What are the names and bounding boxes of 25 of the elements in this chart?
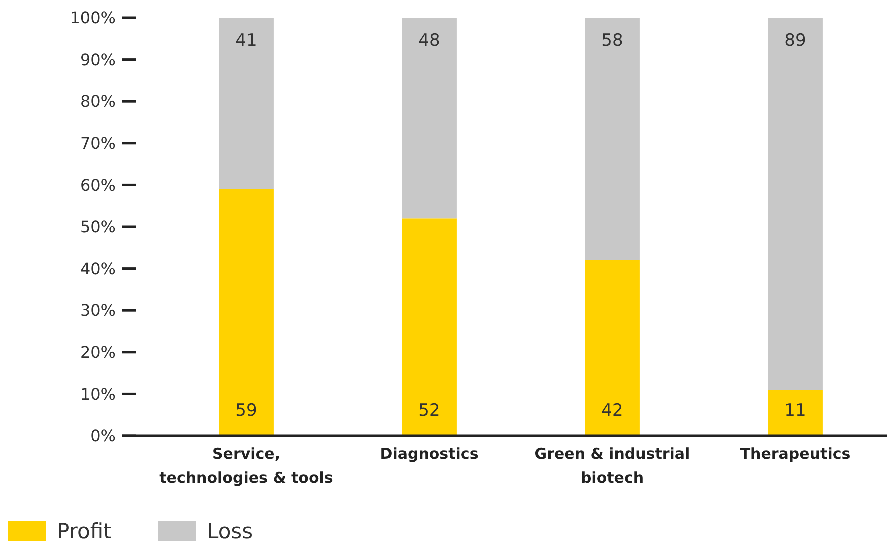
data-label: 41 <box>236 31 258 51</box>
data-label: 52 <box>418 401 440 421</box>
y-tick-label: 90% <box>80 50 116 70</box>
x-tick-label: Service, technologies & tools <box>160 445 334 487</box>
y-tick-label: 100% <box>70 8 116 28</box>
x-tick-label: Diagnostics <box>380 445 479 463</box>
legend-label: Profit <box>57 519 112 542</box>
y-tick-label: 0% <box>90 426 116 446</box>
y-tick-label: 50% <box>80 218 116 237</box>
y-tick-label: 80% <box>80 92 116 112</box>
data-label: 11 <box>784 401 806 421</box>
y-tick-label: 60% <box>80 176 116 195</box>
y-tick-label: 20% <box>80 343 116 362</box>
y-tick-label: 30% <box>80 301 116 320</box>
y-tick-label: 70% <box>80 134 116 153</box>
y-tick-label: 10% <box>80 384 116 404</box>
data-label: 59 <box>236 401 258 421</box>
x-tick-label: Therapeutics <box>740 445 851 463</box>
x-tick-label: Green & industrial biotech <box>534 445 690 487</box>
legend-label: Loss <box>207 519 254 542</box>
y-tick-label: 40% <box>80 259 116 278</box>
data-label: 58 <box>602 31 624 51</box>
data-label: 42 <box>602 401 624 421</box>
data-label: 48 <box>418 31 440 51</box>
data-label: 89 <box>784 31 806 51</box>
